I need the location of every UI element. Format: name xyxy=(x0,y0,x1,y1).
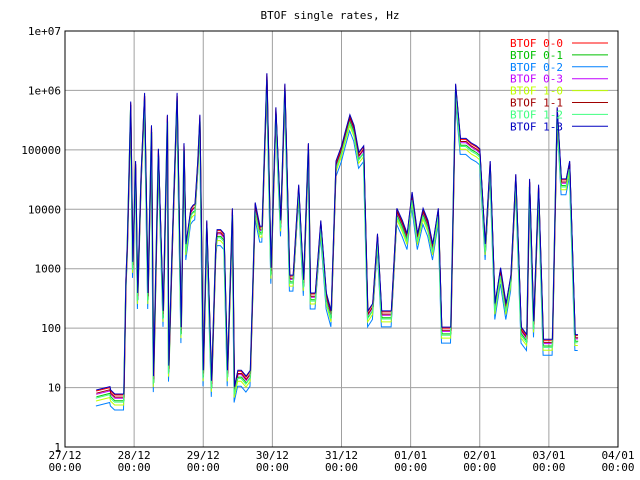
series-layer xyxy=(95,73,579,411)
x-tick-label-time: 00:00 xyxy=(532,461,565,474)
legend-label: BTOF 1-2 xyxy=(510,108,563,121)
y-tick-label: 1000 xyxy=(35,263,62,276)
x-tick-label-date: 30/12 xyxy=(256,449,289,462)
x-tick-label-time: 00:00 xyxy=(187,461,220,474)
x-axis: 27/1200:0028/1200:0029/1200:0030/1200:00… xyxy=(48,449,634,474)
x-tick-label-date: 31/12 xyxy=(325,449,358,462)
x-tick-label-date: 04/01 xyxy=(601,449,634,462)
legend-label: BTOF 0-1 xyxy=(510,49,563,62)
y-tick-label: 1 xyxy=(54,441,61,454)
x-tick-label-date: 02/01 xyxy=(463,449,496,462)
x-tick-label-date: 27/12 xyxy=(48,449,81,462)
legend-label: BTOF 0-0 xyxy=(510,37,563,50)
y-tick-label: 10000 xyxy=(28,203,61,216)
x-tick-label-date: 01/01 xyxy=(394,449,427,462)
x-tick-label-date: 03/01 xyxy=(532,449,565,462)
x-tick-label-date: 28/12 xyxy=(118,449,151,462)
legend-label: BTOF 0-2 xyxy=(510,61,563,74)
x-tick-label-time: 00:00 xyxy=(601,461,634,474)
legend-label: BTOF 1-1 xyxy=(510,97,563,110)
y-axis: 1 10 100 1000 10000 100000 1e+06 1e+07 xyxy=(21,25,61,454)
legend-label: BTOF 1-0 xyxy=(510,85,563,98)
x-tick-label-time: 00:00 xyxy=(325,461,358,474)
x-tick-label-time: 00:00 xyxy=(394,461,427,474)
y-tick-label: 1e+06 xyxy=(28,84,61,97)
x-tick-label-date: 29/12 xyxy=(187,449,220,462)
y-tick-label: 1e+07 xyxy=(28,25,61,38)
chart-title: BTOF single rates, Hz xyxy=(260,9,399,22)
legend-label: BTOF 1-3 xyxy=(510,120,563,133)
x-tick-label-time: 00:00 xyxy=(118,461,151,474)
y-tick-label: 10 xyxy=(48,382,61,395)
y-tick-label: 100000 xyxy=(21,144,61,157)
x-tick-label-time: 00:00 xyxy=(256,461,289,474)
x-tick-label-time: 00:00 xyxy=(463,461,496,474)
series-line-btof-1-3 xyxy=(96,73,578,395)
legend-label: BTOF 0-3 xyxy=(510,73,563,86)
plot-frame xyxy=(64,30,619,448)
x-tick-label-time: 00:00 xyxy=(48,461,81,474)
y-tick-label: 100 xyxy=(41,322,61,335)
